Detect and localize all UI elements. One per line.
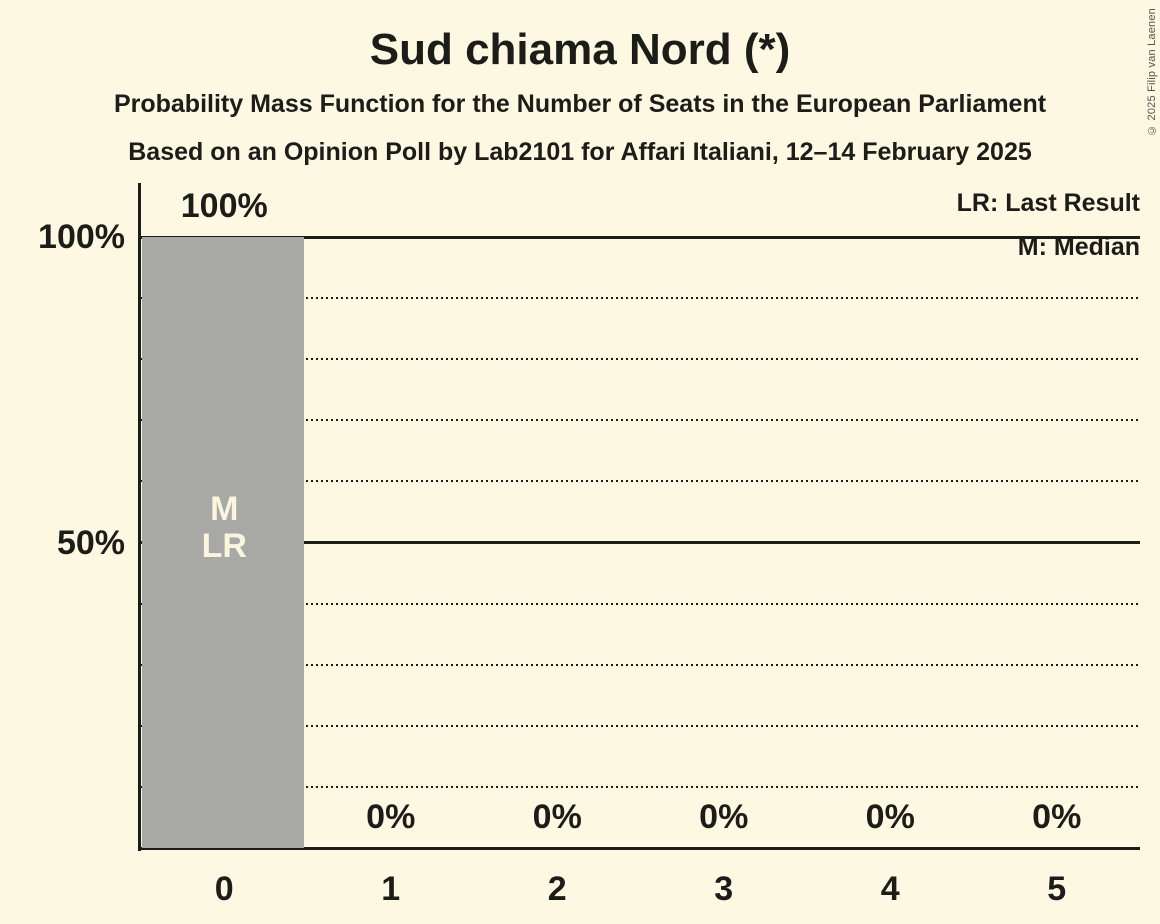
major-gridline-100pct (141, 235, 1140, 239)
bar-value-label-3: 0% (699, 798, 749, 836)
x-tick-label-3: 3 (714, 870, 734, 908)
bar-value-label-5: 0% (1032, 798, 1082, 836)
gridline-90pct (141, 297, 1140, 300)
poll-source-subtitle: Based on an Opinion Poll by Lab2101 for … (128, 138, 1032, 166)
x-tick-label-1: 1 (381, 870, 401, 908)
bar-value-label-0: 100% (180, 187, 268, 225)
median-last-result-marker: M LR (201, 490, 247, 565)
bar-value-label-1: 0% (366, 798, 416, 836)
y-axis-tick-100pct: 100% (38, 218, 125, 256)
gridline-10pct (141, 785, 1140, 788)
gridline-20pct (141, 724, 1140, 727)
gridline-60pct (141, 480, 1140, 483)
legend-item-median: M: Median (1017, 233, 1140, 261)
gridline-30pct (141, 663, 1140, 666)
page-title: Sud chiama Nord (*) (369, 25, 791, 74)
x-tick-label-5: 5 (1047, 870, 1067, 908)
y-axis-tick-50pct: 50% (56, 523, 125, 562)
plot-area: 100% 0 0% 1 0% 2 0% 3 0% 4 0% 5 M LR (141, 187, 1140, 908)
gridline-80pct (141, 358, 1140, 361)
bar-value-label-2: 0% (532, 798, 582, 836)
major-gridline-50pct (141, 541, 1140, 544)
gridline-40pct (141, 602, 1140, 605)
bar-seats-0 (142, 237, 304, 848)
legend-item-last-result: LR: Last Result (956, 189, 1140, 217)
major-gridline-0pct (141, 846, 1140, 850)
y-axis-line (138, 183, 141, 851)
x-tick-label-4: 4 (880, 870, 900, 908)
x-tick-label-2: 2 (547, 870, 567, 908)
chart-subtitle: Probability Mass Function for the Number… (113, 90, 1047, 118)
x-tick-label-0: 0 (214, 870, 234, 908)
copyright-notice: © 2025 Filip van Laenen (1146, 8, 1158, 136)
gridline-70pct (141, 419, 1140, 422)
bar-value-label-4: 0% (865, 798, 915, 836)
